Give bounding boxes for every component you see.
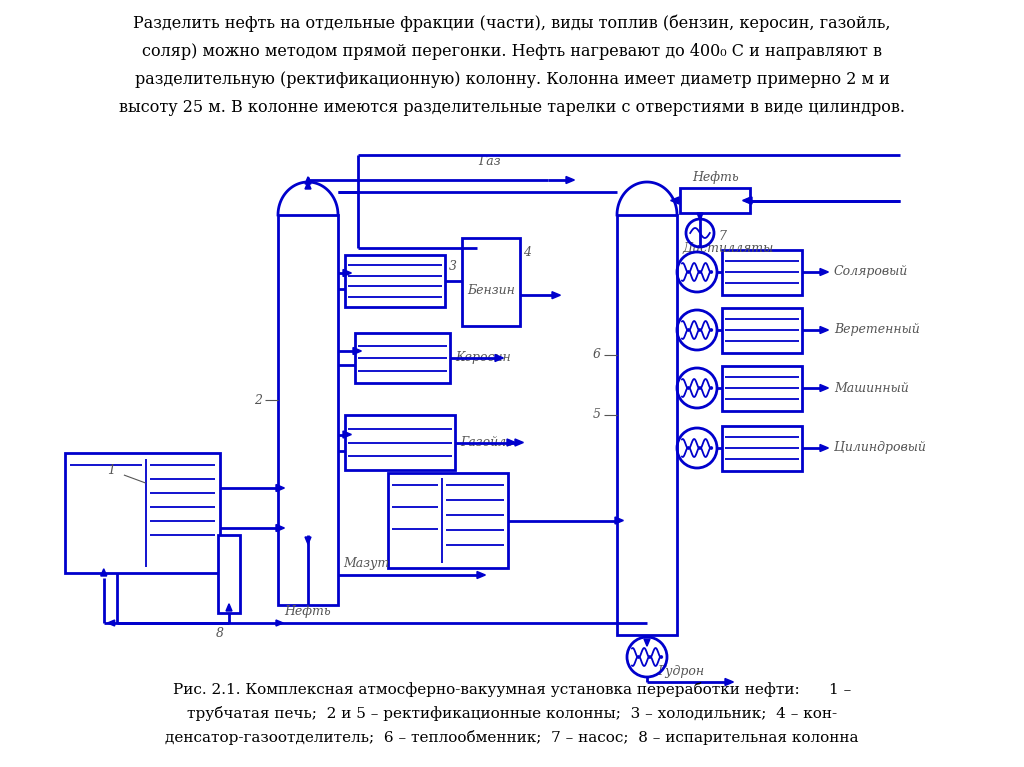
Text: Веретенный: Веретенный xyxy=(834,324,920,337)
Polygon shape xyxy=(820,384,828,391)
Text: 4: 4 xyxy=(523,246,531,259)
Text: трубчатая печь;  2 и 5 – ректификационные колонны;  3 – холодильник;  4 – кон-: трубчатая печь; 2 и 5 – ректификационные… xyxy=(187,706,837,721)
Text: 7: 7 xyxy=(718,229,726,242)
Text: разделительную (ректификационную) колонну. Колонна имеет диаметр примерно 2 м и: разделительную (ректификационную) колонн… xyxy=(134,71,890,88)
Bar xyxy=(345,255,445,307)
Bar xyxy=(722,366,802,410)
Text: Разделить нефть на отдельные фракции (части), виды топлив (бензин, керосин, газо: Разделить нефть на отдельные фракции (ча… xyxy=(133,15,891,32)
Polygon shape xyxy=(495,354,504,361)
Text: Рис. 2.1. Комплексная атмосферно-вакуумная установка переработки нефти:      1 –: Рис. 2.1. Комплексная атмосферно-вакуумн… xyxy=(173,682,851,697)
Polygon shape xyxy=(742,197,751,204)
Bar xyxy=(355,333,450,383)
Polygon shape xyxy=(108,620,115,626)
Polygon shape xyxy=(743,197,752,204)
Polygon shape xyxy=(507,439,515,446)
Text: 2: 2 xyxy=(254,393,262,407)
Text: 8: 8 xyxy=(216,627,224,640)
Text: 6: 6 xyxy=(593,348,601,361)
Bar xyxy=(617,215,677,635)
Polygon shape xyxy=(276,620,284,626)
Polygon shape xyxy=(615,517,624,524)
Bar xyxy=(722,249,802,295)
Polygon shape xyxy=(305,182,311,189)
Polygon shape xyxy=(566,176,574,183)
Text: Газ: Газ xyxy=(478,155,502,168)
Polygon shape xyxy=(820,268,828,275)
Polygon shape xyxy=(353,347,361,354)
Bar xyxy=(65,453,220,573)
Polygon shape xyxy=(671,197,679,204)
Bar xyxy=(218,535,240,613)
Polygon shape xyxy=(305,537,311,545)
Polygon shape xyxy=(697,213,703,220)
Text: Бензин: Бензин xyxy=(467,284,515,297)
Polygon shape xyxy=(343,269,351,276)
Text: высоту 25 м. В колонне имеются разделительные тарелки с отверстиями в виде цилин: высоту 25 м. В колонне имеются разделите… xyxy=(119,99,905,116)
Text: Нефть: Нефть xyxy=(691,171,738,184)
Polygon shape xyxy=(644,639,650,647)
Text: Цилиндровый: Цилиндровый xyxy=(834,442,926,455)
Polygon shape xyxy=(305,177,311,184)
Text: Керосин: Керосин xyxy=(455,351,511,364)
Text: 3: 3 xyxy=(449,261,457,274)
Text: Мазут: Мазут xyxy=(343,557,389,570)
Text: 1: 1 xyxy=(108,465,116,478)
Polygon shape xyxy=(820,327,828,334)
Polygon shape xyxy=(276,485,285,492)
Polygon shape xyxy=(100,569,106,576)
Polygon shape xyxy=(276,525,285,532)
Text: Дистилляты: Дистилляты xyxy=(682,242,773,255)
Text: Нефть: Нефть xyxy=(285,605,332,618)
Polygon shape xyxy=(226,604,232,611)
Polygon shape xyxy=(725,679,733,686)
Bar xyxy=(680,188,750,213)
Bar xyxy=(388,473,508,568)
Bar xyxy=(462,238,520,326)
Bar xyxy=(345,415,455,470)
Text: Соляровый: Соляровый xyxy=(834,265,908,278)
Text: соляр) можно методом прямой перегонки. Нефть нагревают до 400₀ С и направляют в: соляр) можно методом прямой перегонки. Н… xyxy=(142,43,882,60)
Polygon shape xyxy=(515,439,523,446)
Text: денсатор-газоотделитель;  6 – теплообменник;  7 – насос;  8 – испарительная коло: денсатор-газоотделитель; 6 – теплообменн… xyxy=(165,730,859,745)
Polygon shape xyxy=(477,571,485,578)
Text: Газойль: Газойль xyxy=(460,436,513,449)
Polygon shape xyxy=(552,291,560,298)
Text: Машинный: Машинный xyxy=(834,381,908,394)
Polygon shape xyxy=(820,445,828,452)
Bar xyxy=(278,215,338,605)
Bar xyxy=(722,308,802,353)
Bar xyxy=(722,426,802,470)
Polygon shape xyxy=(343,431,351,438)
Text: 5: 5 xyxy=(593,409,601,422)
Text: Гудрон: Гудрон xyxy=(657,665,705,678)
